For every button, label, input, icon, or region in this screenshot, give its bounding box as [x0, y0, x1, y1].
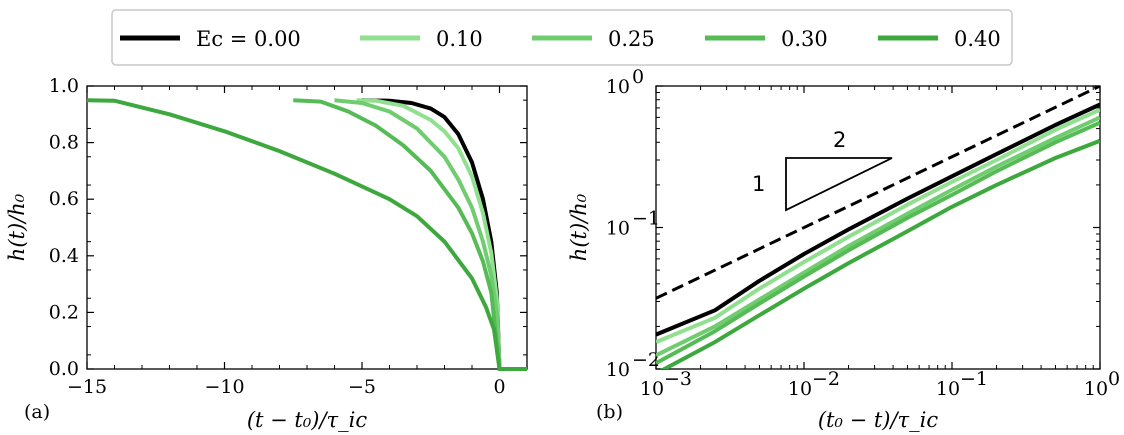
panel-b-series-4 — [656, 120, 1100, 365]
panel-a: −15 −10 −5 0 0.0 0.2 0.4 0.6 0.8 1.0 (t − t₀)/τ_ic… — [5, 75, 528, 432]
panel-b-ytick-exp-0: −2 — [632, 349, 660, 371]
legend: Ec = 0.00 0.10 0.25 0.30 0.40 — [111, 9, 1013, 66]
panel-b-xtick-exp-2: −1 — [960, 368, 988, 390]
legend-label-1: 0.10 — [436, 27, 483, 51]
panel-a-series-3 — [293, 98, 527, 371]
slope-rise-label: 1 — [752, 172, 765, 196]
panel-b-label: (b) — [596, 401, 623, 423]
panel-a-xtick-label-2: −5 — [348, 376, 376, 398]
panel-a-xtick-label-0: −15 — [67, 376, 107, 398]
panel-a-xlabel: (t − t₀)/τ_ic — [247, 408, 368, 432]
panel-b-series-3 — [656, 115, 1100, 358]
panel-b-xtick-label-2: 10 — [936, 378, 960, 400]
panel-b-xtick-exp-1: −2 — [812, 368, 840, 390]
panel-a-ytick-label-5: 1.0 — [49, 75, 79, 97]
slope-run-label: 2 — [833, 128, 846, 152]
legend-label-3: 0.30 — [781, 27, 828, 51]
panel-b-xlabel: (t₀ − t)/τ_ic — [818, 408, 939, 432]
panel-b-xtick-exp-3: 0 — [1108, 368, 1120, 390]
panel-b-xtick-label-1: 10 — [788, 378, 812, 400]
panel-a-series-1 — [356, 98, 527, 371]
panel-a-ytick-label-2: 0.4 — [49, 245, 79, 267]
legend-label-4: 0.40 — [954, 27, 1001, 51]
panel-a-ylabel: h(t)/h₀ — [5, 193, 29, 261]
panel-a-frame — [86, 85, 528, 370]
panel-a-xtick-label-3: 0 — [493, 376, 505, 398]
panel-b-ylabel: h(t)/h₀ — [567, 193, 591, 261]
legend-label-0: Ec = 0.00 — [196, 27, 301, 51]
slope-triangle — [785, 157, 893, 212]
panel-b-ytick-exp-2: 0 — [632, 66, 644, 88]
panel-b-series-1 — [656, 102, 1100, 337]
panel-b: 10 −3 10 −2 10 −1 10 010 −210 −110 0(t₀ − t)/τ_ich… — [567, 66, 1120, 432]
panel-a-label: (a) — [24, 401, 50, 423]
legend-label-2: 0.25 — [608, 27, 655, 51]
panel-b-series-2 — [656, 107, 1100, 344]
panel-b-xtick-exp-0: −3 — [664, 368, 692, 390]
panel-a-ytick-label-4: 0.8 — [49, 132, 79, 154]
panel-a-series-4 — [86, 98, 527, 371]
panel-b-reference-line — [656, 86, 1100, 300]
panel-a-ytick-label-1: 0.2 — [49, 301, 79, 323]
panel-b-ytick-label-2: 10 — [606, 76, 630, 98]
panel-b-ytick-label-1: 10 — [606, 218, 630, 240]
panel-a-series-2 — [334, 98, 527, 371]
panel-a-xtick-label-1: −10 — [204, 376, 244, 398]
panel-b-ytick-exp-1: −1 — [632, 208, 660, 230]
panel-a-ytick-label-3: 0.6 — [49, 188, 79, 210]
panel-b-xtick-label-3: 10 — [1084, 378, 1108, 400]
panel-b-series-5 — [660, 138, 1100, 369]
panel-b-ytick-label-0: 10 — [606, 359, 630, 381]
panel-a-ytick-label-0: 0.0 — [49, 358, 79, 380]
panel-b-xtick-label-0: 10 — [640, 378, 664, 400]
panel-a-series-0 — [361, 98, 527, 371]
